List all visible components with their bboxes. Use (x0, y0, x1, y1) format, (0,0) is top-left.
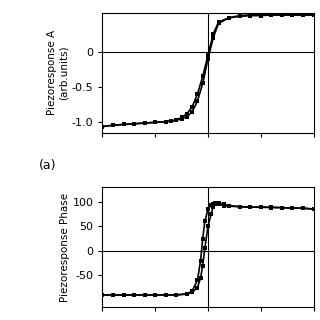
Y-axis label: Piezoresponse Phase: Piezoresponse Phase (60, 193, 69, 302)
Y-axis label: Piezoresponse A
(arb.units): Piezoresponse A (arb.units) (47, 30, 69, 116)
Text: (a): (a) (39, 159, 57, 172)
